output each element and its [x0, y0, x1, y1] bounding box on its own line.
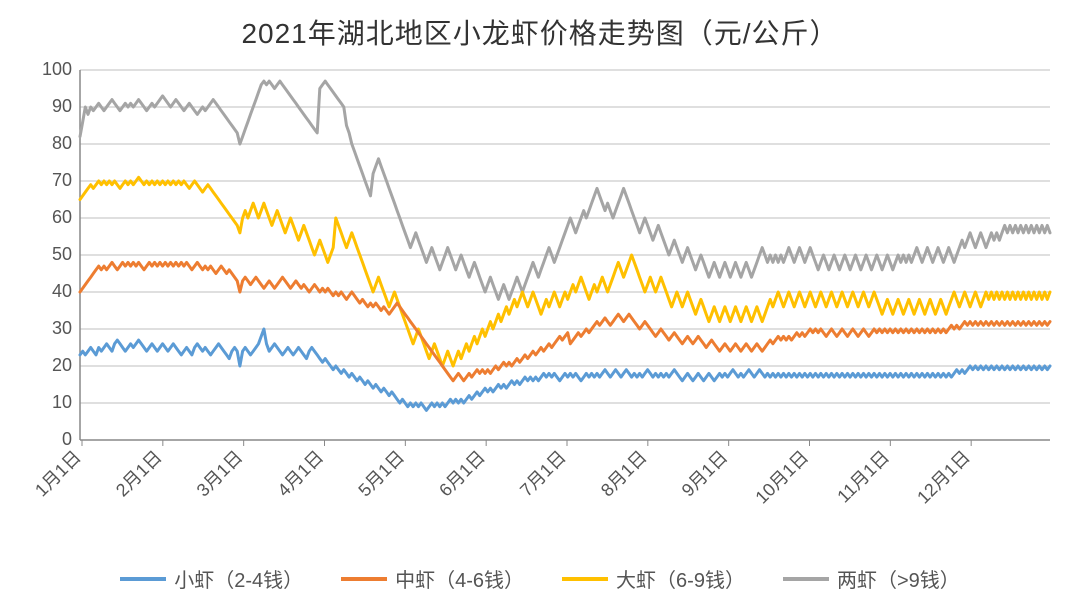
legend-item: 两虾（>9钱）: [783, 564, 960, 593]
legend-item: 小虾（2-4钱）: [120, 564, 303, 593]
x-tick-label: 1月1日: [31, 447, 85, 501]
x-tick-label: 6月1日: [435, 447, 489, 501]
y-tick-label: 50: [52, 244, 72, 264]
y-tick-label: 60: [52, 207, 72, 227]
chart-container: 2021年湖北地区小龙虾价格走势图（元/公斤） 0 10 20 30 40 50 60 70 8…: [0, 0, 1080, 611]
y-tick-label: 100: [42, 60, 72, 79]
legend: 小虾（2-4钱） 中虾（4-6钱） 大虾（6-9钱） 两虾（>9钱）: [0, 564, 1080, 593]
y-tick-label: 30: [52, 318, 72, 338]
legend-swatch: [562, 577, 608, 581]
y-tick-label: 70: [52, 170, 72, 190]
x-tick-label: 12月1日: [913, 447, 974, 508]
x-tick-label: 7月1日: [516, 447, 570, 501]
legend-swatch: [120, 577, 166, 581]
x-tick-label: 4月1日: [274, 447, 328, 501]
x-tick-label: 10月1日: [751, 447, 812, 508]
chart-svg: 0 10 20 30 40 50 60 70 80 90 100 1月1日 2月1日 3月1日 4月1日 5月…: [20, 60, 1060, 550]
legend-swatch: [783, 577, 829, 581]
y-tick-label: 40: [52, 281, 72, 301]
series-jumbo: [80, 81, 1050, 299]
legend-label: 两虾（>9钱）: [837, 564, 960, 593]
legend-label: 小虾（2-4钱）: [174, 564, 303, 593]
y-tick-label: 10: [52, 392, 72, 412]
x-tick-label: 2月1日: [112, 447, 166, 501]
y-tick-label: 0: [62, 429, 72, 449]
legend-label: 大虾（6-9钱）: [616, 564, 745, 593]
x-tick-label: 3月1日: [193, 447, 247, 501]
x-tick-label: 9月1日: [678, 447, 732, 501]
legend-item: 中虾（4-6钱）: [341, 564, 524, 593]
series-small: [80, 329, 1050, 410]
legend-item: 大虾（6-9钱）: [562, 564, 745, 593]
y-tick-label: 20: [52, 355, 72, 375]
x-tick-label: 5月1日: [354, 447, 408, 501]
series-medium: [80, 262, 1050, 380]
legend-label: 中虾（4-6钱）: [395, 564, 524, 593]
y-tick-label: 80: [52, 133, 72, 153]
chart-title: 2021年湖北地区小龙虾价格走势图（元/公斤）: [0, 12, 1080, 52]
y-tick-label: 90: [52, 96, 72, 116]
legend-swatch: [341, 577, 387, 581]
x-tick-label: 11月1日: [833, 447, 893, 507]
x-tick-label: 8月1日: [597, 447, 651, 501]
